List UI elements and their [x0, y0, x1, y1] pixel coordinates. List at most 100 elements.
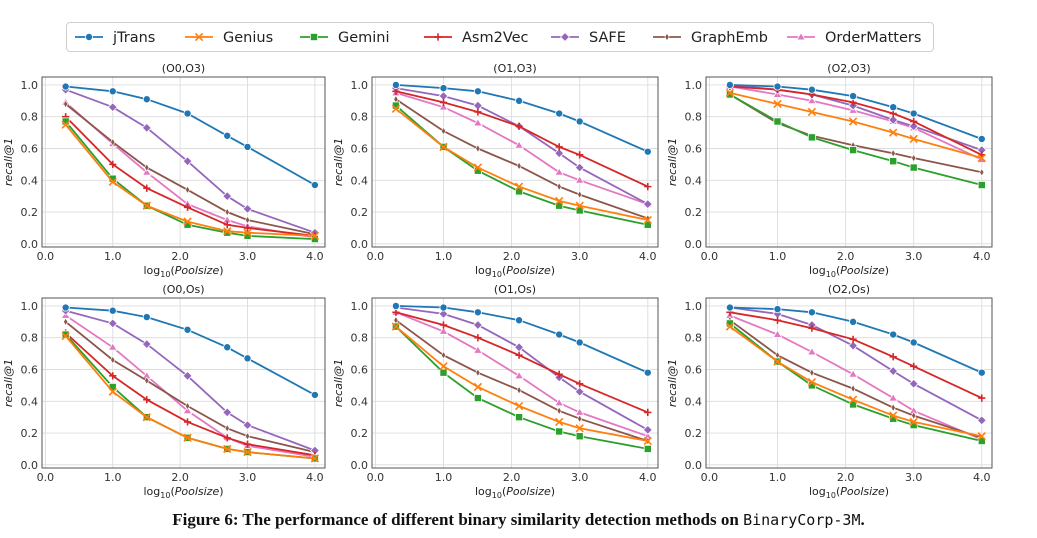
y-tick-label: 0.0: [21, 459, 39, 472]
data-point: [889, 353, 897, 361]
legend-label: GraphEmb: [691, 30, 768, 46]
x-axis-label: log10(Poolsize): [809, 264, 889, 279]
data-point: [473, 308, 482, 317]
data-point: [574, 386, 585, 397]
data-point: [472, 320, 483, 330]
data-point: [575, 201, 584, 210]
y-axis-label: recall@1: [2, 359, 15, 407]
data-point: [555, 196, 564, 206]
data-point: [889, 103, 898, 112]
data-point: [310, 181, 319, 190]
data-point: [61, 330, 70, 339]
data-point: [144, 376, 150, 385]
data-point: [63, 317, 69, 327]
data-point: [888, 393, 899, 402]
x-axis-label: log10(Poolsize): [809, 485, 889, 500]
data-point: [849, 92, 858, 101]
legend-marker: [84, 32, 93, 41]
y-tick-label: 0.2: [685, 427, 703, 440]
series-ordermatters: [390, 307, 653, 440]
data-point: [514, 370, 524, 380]
legend-item: Genius: [185, 30, 273, 46]
x-tick-label: 4.0: [973, 471, 991, 484]
x-axis-label: log10(Poolsize): [475, 485, 555, 500]
data-point: [890, 403, 896, 412]
y-tick-label: 1.0: [21, 300, 39, 313]
x-tick-label: 2.0: [837, 250, 855, 263]
x-tick-label: 2.0: [171, 471, 189, 484]
y-axis-label: recall@1: [2, 138, 15, 186]
y-tick-label: 0.6: [685, 142, 703, 155]
data-point: [576, 151, 584, 159]
chart-title: (O2,O3): [827, 62, 870, 75]
data-point: [223, 228, 232, 237]
data-point: [725, 303, 734, 312]
data-point: [183, 203, 192, 211]
data-point: [575, 338, 584, 347]
data-point: [555, 109, 564, 118]
data-point: [474, 334, 482, 342]
data-point: [890, 149, 896, 158]
data-point: [142, 412, 151, 422]
x-tick-label: 4.0: [639, 471, 657, 484]
y-tick-label: 0.0: [351, 238, 369, 251]
data-point: [183, 109, 192, 118]
data-point: [644, 183, 652, 191]
legend-label: SAFE: [589, 30, 626, 46]
data-point: [515, 187, 524, 196]
data-point: [849, 146, 858, 155]
data-point: [806, 95, 817, 105]
data-point: [110, 355, 116, 365]
data-point: [514, 140, 524, 149]
data-point: [848, 340, 859, 351]
y-tick-label: 0.2: [21, 427, 39, 440]
legend-item: OrderMatters: [787, 30, 921, 46]
data-point: [888, 114, 899, 125]
plot-frame: [705, 297, 993, 469]
data-point: [772, 329, 783, 338]
legend-label: Asm2Vec: [462, 30, 529, 46]
series-genius: [61, 331, 320, 463]
data-point: [555, 201, 564, 210]
data-point: [808, 324, 816, 332]
x-tick-label: 1.0: [435, 250, 453, 263]
data-point: [910, 117, 918, 126]
data-point: [439, 362, 448, 371]
y-tick-label: 1.0: [21, 79, 39, 92]
data-point: [107, 342, 118, 351]
series-jtrans: [61, 303, 319, 399]
data-point: [183, 325, 192, 334]
y-tick-label: 1.0: [685, 300, 703, 313]
data-point: [576, 380, 584, 388]
y-tick-label: 0.6: [21, 142, 39, 155]
data-point: [642, 199, 653, 210]
data-point: [472, 118, 483, 127]
y-tick-label: 1.0: [685, 79, 703, 92]
series-jtrans: [391, 301, 652, 377]
series-jtrans: [725, 80, 986, 143]
data-point: [439, 142, 448, 152]
data-point: [848, 395, 858, 404]
data-point: [555, 143, 563, 151]
y-tick-label: 0.0: [685, 459, 703, 472]
legend-label: Genius: [223, 30, 273, 46]
x-tick-label: 2.0: [503, 250, 521, 263]
x-tick-label: 1.0: [104, 471, 122, 484]
data-point: [144, 163, 150, 172]
series-graphemb: [63, 317, 318, 457]
data-point: [439, 368, 448, 377]
chart-panel: 0.0 1.0 2.0 3.0 4.0 0.0 0.2 0.4 0.6 0.8 1.0 (O1,Os)…: [332, 283, 659, 500]
data-point: [909, 163, 918, 172]
figure-caption: Figure 6: The performance of different b…: [0, 510, 1037, 530]
data-point: [108, 306, 117, 315]
data-point: [909, 417, 918, 427]
data-point: [475, 368, 481, 377]
data-point: [473, 163, 483, 172]
data-point: [142, 95, 151, 104]
legend-svg: jTrans Genius Gemini Asm2Vec SAFE GraphEmb Ord…: [75, 30, 921, 46]
data-point: [555, 427, 564, 436]
y-tick-label: 0.2: [21, 206, 39, 219]
data-point: [440, 351, 447, 360]
data-point: [185, 401, 191, 411]
data-point: [889, 411, 898, 420]
